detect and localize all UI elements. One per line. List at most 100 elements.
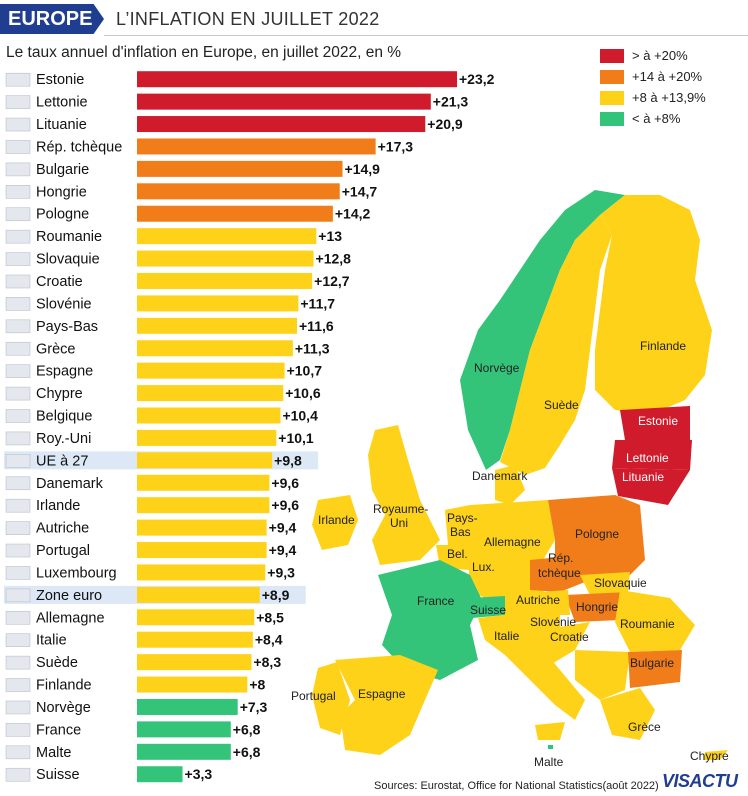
value-label: +6,8 [233,721,261,737]
bar [137,474,270,491]
category-label: Grèce [36,341,76,357]
legend-label: < à +8% [632,111,681,126]
category-label: Norvège [36,700,91,716]
category-label: Roumanie [36,229,102,245]
value-label: +13 [318,228,342,244]
category-label: Chypre [36,386,83,402]
map-label-roumanie: Roumanie [620,617,675,631]
category-label: Italie [36,633,67,649]
map-spain [335,655,438,755]
category-label: Rép. tchèque [36,139,122,155]
flag-icon [5,476,31,491]
flag-icon [5,72,31,87]
value-label: +17,3 [378,138,414,154]
flag-icon [5,633,31,648]
bar [137,228,317,245]
flag-icon [5,610,31,625]
value-label: +9,3 [267,564,295,580]
map-finland [595,195,712,415]
category-label: Slovénie [36,296,92,312]
category-label: Pays-Bas [36,319,98,335]
flag-icon [5,655,31,670]
map-label-luxembourg: Lux. [472,560,495,574]
flag-icon [5,207,31,222]
flag-icon [5,543,31,558]
map-label-finlande: Finlande [640,339,686,353]
map-label-royaume-uni-1: Royaume- [373,502,428,516]
map-label-suede: Suède [544,398,579,412]
bar [137,93,431,110]
bar [137,272,313,289]
legend-swatch [600,70,624,84]
legend-label: > à +20% [632,48,688,63]
map-lithuania [612,468,690,505]
flag-icon [5,588,31,603]
value-label: +8,9 [262,587,290,603]
flag-icon [5,386,31,401]
header-title: L’INFLATION EN JUILLET 2022 [116,9,380,29]
flag-icon [5,566,31,580]
flag-icon [5,274,31,289]
flag-icon [5,745,31,760]
bar [137,542,267,559]
category-label: Suisse [36,767,80,783]
map-label-irlande: Irlande [318,513,355,527]
map-label-rep-tcheque-2: tchèque [538,566,581,580]
category-label: Zone euro [36,588,102,604]
map-label-italie: Italie [494,629,520,643]
category-label: Allemagne [36,610,105,626]
bar [137,519,267,536]
map-uk [368,425,440,565]
value-label: +12,7 [314,273,350,289]
value-label: +10,1 [278,430,314,446]
map-switzerland [470,596,505,618]
map-label-hongrie: Hongrie [576,600,618,614]
category-label: Estonie [36,72,84,88]
category-label: Luxembourg [36,565,117,581]
map-netherlands [445,505,472,545]
map-label-chypre: Chypre [690,749,729,763]
flag-icon [5,700,31,715]
map-malta [548,745,553,749]
value-label: +23,2 [459,71,495,87]
header-rule [104,35,748,36]
value-label: +11,6 [299,318,334,334]
flag-icon [5,723,31,737]
map-label-france: France [417,594,455,608]
bar [137,609,255,626]
legend-swatch [600,91,624,105]
map-greece [600,688,655,740]
value-label: +14,9 [345,161,381,177]
category-label: Slovaquie [36,252,100,268]
value-label: +10,6 [285,385,321,401]
map-cyprus [704,750,728,760]
category-label: Croatie [36,274,83,290]
value-label: +10,7 [287,363,323,379]
bar [137,340,293,357]
category-label: Suède [36,655,78,671]
value-label: +6,8 [233,744,261,760]
map-label-espagne: Espagne [358,687,406,701]
flag-icon [5,162,31,177]
map-label-pays-bas-1: Pays- [447,511,478,525]
map-bulgaria [628,650,682,688]
map-slovakia [580,572,630,595]
bar [137,407,281,424]
map-balkans [575,650,630,700]
category-label: Lettonie [36,95,88,111]
bar [137,721,231,738]
header-tag: EUROPE [0,4,104,34]
category-label: Belgique [36,409,92,425]
map-austria [500,590,570,615]
value-label: +21,3 [433,94,469,110]
value-label: +20,9 [427,116,463,132]
value-label: +8 [249,677,265,693]
map-hungary [565,592,628,622]
legend-swatch [600,49,624,63]
flag-icon [5,229,31,244]
bar [137,250,314,267]
map-label-belgique: Bel. [447,547,468,561]
category-label: Portugal [36,543,90,559]
map-label-pologne: Pologne [575,527,619,541]
map-label-autriche: Autriche [516,593,560,607]
